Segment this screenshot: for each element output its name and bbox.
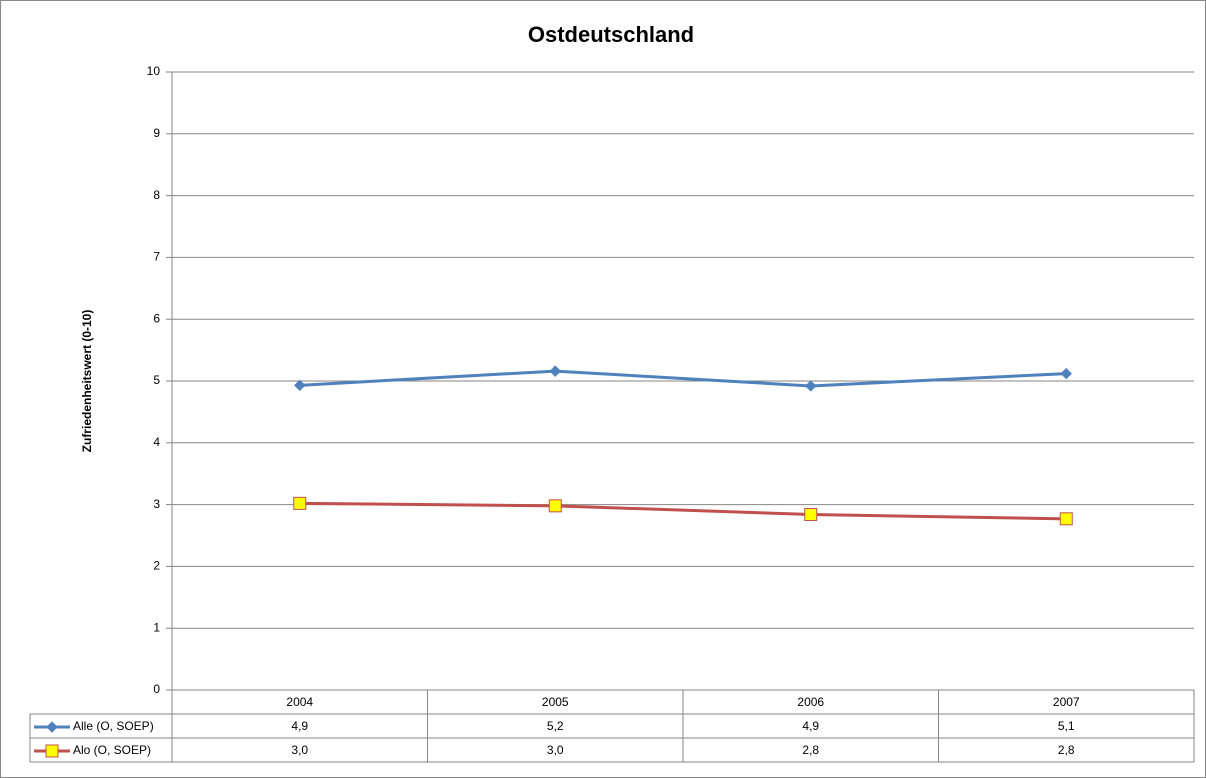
table-value: 3,0 (547, 743, 564, 757)
x-tick-label: 2007 (1053, 695, 1080, 709)
series-line (299, 369, 1067, 388)
marker (548, 499, 562, 513)
legend-marker (46, 721, 58, 733)
y-tick-label: 6 (153, 311, 160, 325)
marker (805, 380, 817, 392)
marker (1059, 512, 1073, 526)
chart-title: Ostdeutschland (528, 22, 694, 47)
y-axis-label: Zufriedenheitswert (0-10) (80, 310, 94, 453)
table-value: 5,2 (547, 719, 564, 733)
y-tick-label: 10 (147, 64, 161, 78)
x-tick-label: 2005 (542, 695, 569, 709)
y-tick-label: 8 (153, 188, 160, 202)
y-tick-label: 9 (153, 126, 160, 140)
legend-marker (45, 744, 59, 758)
table-value: 2,8 (802, 743, 819, 757)
marker (293, 496, 307, 510)
table-value: 5,1 (1058, 719, 1075, 733)
x-tick-label: 2006 (797, 695, 824, 709)
y-tick-label: 1 (153, 620, 160, 634)
legend-label: Alo (O, SOEP) (73, 743, 151, 757)
marker (294, 379, 306, 392)
legend-label: Alle (O, SOEP) (73, 719, 154, 733)
y-tick-label: 3 (153, 497, 160, 511)
y-tick-label: 0 (153, 682, 160, 696)
table-value: 4,9 (291, 719, 308, 733)
marker (549, 365, 561, 377)
x-tick-label: 2004 (286, 695, 313, 709)
y-tick-label: 2 (153, 559, 160, 573)
table-value: 2,8 (1058, 743, 1075, 757)
y-tick-label: 7 (153, 250, 160, 264)
marker (804, 507, 818, 521)
marker (1060, 367, 1072, 380)
series-line (299, 501, 1067, 521)
table-value: 4,9 (802, 719, 819, 733)
table-value: 3,0 (291, 743, 308, 757)
y-tick-label: 5 (153, 373, 160, 387)
y-tick-label: 4 (153, 435, 160, 449)
